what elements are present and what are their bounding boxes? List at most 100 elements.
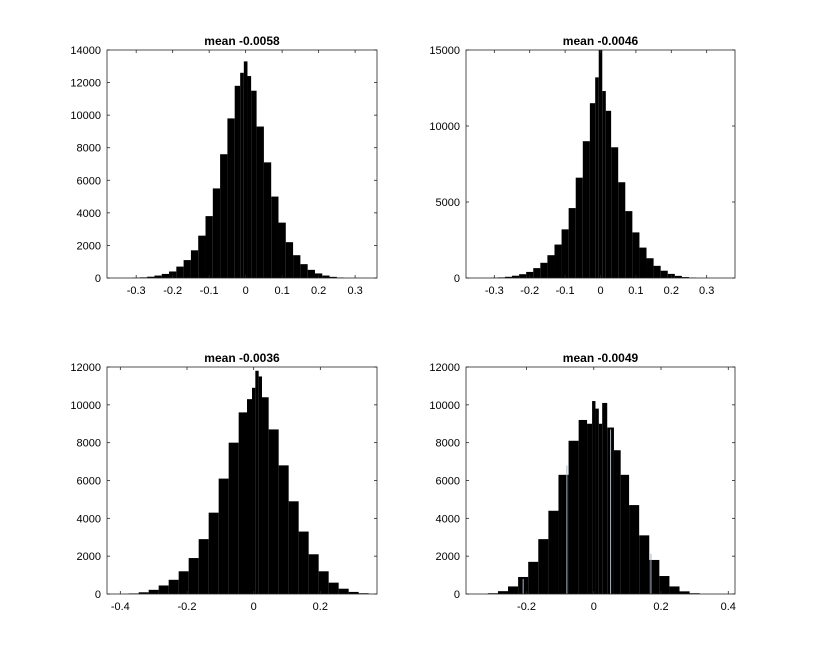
histogram-bar [575,177,583,278]
histogram-bar [227,118,235,279]
histogram-bar [338,588,349,594]
histogram-bar [208,512,219,594]
histogram-bar [568,440,579,594]
x-tick-label: -0.2 [517,601,536,613]
histogram-bar [649,559,660,594]
histogram-bar [653,265,661,278]
x-tick-label: -0.2 [163,285,182,297]
y-tick-label: 0 [454,589,460,601]
histogram-bar [255,370,259,594]
histogram-bar [188,558,199,594]
histogram-bar [258,376,262,594]
histogram-bar [243,61,248,279]
histogram-bar [147,276,155,278]
histogram-bar [268,429,279,594]
y-tick-label: 2000 [77,240,101,252]
histogram-bar [307,269,315,278]
histogram-bar [611,147,619,278]
histogram-bar [240,72,244,278]
x-tick-label: 0 [597,285,603,297]
histogram-bar [646,258,654,278]
histogram-bar [322,275,330,278]
x-tick-label: 0.3 [347,285,362,297]
y-tick-label: 2000 [436,551,460,563]
histogram-bar [308,554,319,594]
histogram-bar [561,229,569,278]
histogram-bar [528,561,539,594]
y-tick-label: 12000 [429,362,460,374]
histogram-bar [540,262,548,278]
y-tick-label: 4000 [77,513,101,525]
histogram-bar [512,275,520,278]
histogram-bar [659,576,670,594]
y-tick-label: 15000 [429,45,460,57]
x-tick-label: 0.2 [653,601,668,613]
y-tick-label: 0 [95,273,101,285]
x-tick-label: -0.2 [178,601,197,613]
histogram-bar [198,235,206,278]
histogram-bar [329,276,337,278]
histogram-bar [271,196,279,278]
panel-2-title: mean -0.0046 [563,34,639,48]
histogram-bar [497,591,509,594]
x-tick-label: -0.1 [556,285,575,297]
histogram-bar [278,222,286,278]
y-tick-label: 12000 [70,78,101,90]
histogram-bar [625,211,633,278]
histogram-bar [548,510,559,594]
y-tick-label: 6000 [77,175,101,187]
histogram-bar [148,589,159,594]
x-tick-label: 0 [591,601,597,613]
histogram-bar [212,188,221,278]
histogram-bar [595,77,599,278]
x-tick-label: 0.3 [699,285,714,297]
histogram-bar [598,50,603,278]
histogram-bar [183,260,191,278]
x-tick-label: 0.1 [274,285,289,297]
histogram-bar [681,277,689,278]
x-tick-label: 0.4 [721,601,736,613]
y-tick-label: 2000 [77,551,101,563]
y-tick-label: 10000 [429,400,460,412]
x-tick-label: -0.2 [520,285,539,297]
y-tick-label: 14000 [70,45,101,57]
histogram-bar [190,250,199,278]
panel-3: mean -0.0036 -0.4 -0.2 0 0.2 0 2000 4000 6000 80… [70,351,378,613]
y-tick-label: 4000 [436,513,460,525]
y-tick-label: 5000 [436,197,460,209]
histogram-bar [558,474,569,594]
y-tick-label: 10000 [70,110,101,122]
histogram-bar [660,270,668,278]
histogram-bar [298,531,309,594]
histogram-bar [519,274,527,278]
histogram-bar [589,103,596,278]
histogram-bar [293,255,301,278]
panel-4: mean -0.0049 -0.2 0 0.2 0.4 0 2000 4000 6000 800… [429,351,736,613]
histogram-bar [578,419,588,594]
histogram-bar [602,402,608,594]
histogram-bar [632,232,640,278]
histogram-bar [262,397,269,594]
histogram-bar [598,423,603,594]
x-tick-label: 0 [243,285,249,297]
y-tick-label: 6000 [436,476,460,488]
y-tick-label: 0 [454,273,460,285]
histogram-bar [669,586,680,594]
histogram-bar [674,275,682,278]
histogram-bar [263,162,272,278]
panel-4-title: mean -0.0049 [563,351,639,365]
y-tick-label: 8000 [77,438,101,450]
histogram-bar [176,266,184,278]
histogram-bar [538,539,549,594]
histogram-bar [613,450,621,594]
histogram-bar [234,85,241,278]
histogram-bar [618,182,626,278]
histogram-bar [228,442,239,594]
histogram-bar [278,465,289,594]
histogram-bar [508,586,519,594]
y-tick-label: 6000 [77,476,101,488]
histogram-bars [132,61,345,279]
histogram-bar [533,268,541,278]
histogram-bars [128,370,369,594]
